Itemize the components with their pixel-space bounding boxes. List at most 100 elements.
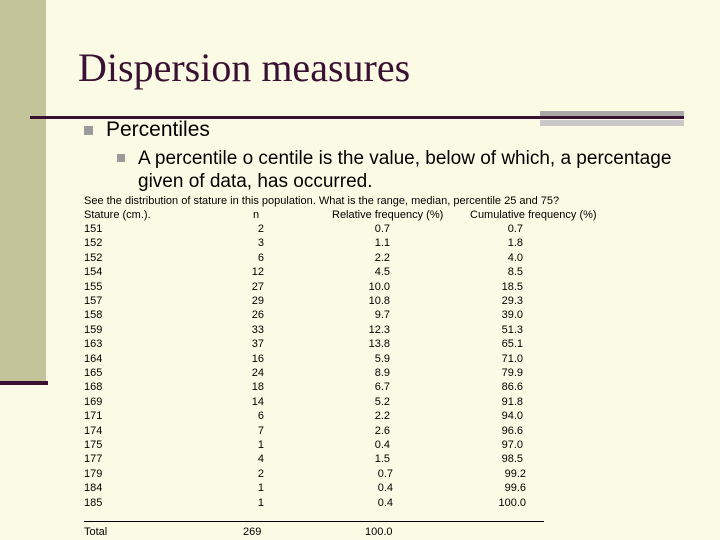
cell-relative: 0.4	[377, 482, 393, 495]
cell-n: 6	[257, 410, 264, 423]
cell-relative: 10.8	[368, 295, 390, 307]
cell-cumulative: 18.5	[501, 280, 523, 293]
cell-relative: 2.2	[374, 410, 390, 423]
table-row: 159 33 12.3 51.3	[0, 324, 720, 338]
title-rule	[30, 116, 684, 119]
cell-n: 27	[251, 280, 264, 293]
cell-cumulative: 99.6	[504, 482, 526, 495]
cell-stature: 175	[84, 439, 103, 451]
table-row: 185 1 0.4 100.0	[0, 497, 720, 511]
cell-stature: 168	[84, 381, 103, 394]
cell-cumulative: 4.0	[507, 251, 523, 264]
cell-stature: 158	[84, 309, 103, 322]
total-label: Total	[84, 526, 108, 538]
total-row: Total 269 100.0	[0, 526, 720, 540]
cell-n: 3	[257, 237, 264, 250]
cell-n: 18	[251, 381, 264, 394]
cell-relative: 5.2	[374, 395, 390, 408]
left-accent-bar	[0, 0, 46, 383]
total-divider	[84, 521, 544, 522]
total-relative: 100.0	[365, 526, 393, 538]
table-row: 169 14 5.2 91.8	[0, 396, 720, 410]
title-rule-accent-lower	[540, 120, 684, 126]
cell-stature: 159	[84, 323, 103, 336]
cell-stature: 185	[84, 496, 103, 509]
cell-cumulative: 39.0	[501, 309, 523, 322]
cell-relative: 0.4	[374, 439, 390, 451]
table-row: 177 4 1.5 98.5	[0, 453, 720, 467]
cell-relative: 2.6	[374, 424, 390, 437]
cell-cumulative: 94.0	[501, 410, 523, 423]
header-cumulative-frequency: Cumulative frequency (%)	[470, 209, 597, 221]
cell-relative: 0.7	[377, 467, 393, 480]
cell-n: 24	[251, 367, 264, 379]
cell-cumulative: 96.6	[501, 424, 523, 437]
table-row: 152 6 2.2 4.0	[0, 252, 720, 266]
cell-cumulative: 97.0	[501, 439, 523, 451]
table-row: 155 27 10.0 18.5	[0, 281, 720, 295]
cell-stature: 164	[84, 352, 103, 365]
table-row: 154 12 4.5 8.5	[0, 266, 720, 280]
cell-n: 1	[257, 496, 264, 509]
cell-cumulative: 29.3	[501, 295, 523, 307]
cell-n: 14	[251, 395, 264, 408]
cell-stature: 163	[84, 338, 103, 351]
table-row: 151 2 0.7 0.7	[0, 223, 720, 237]
cell-stature: 152	[84, 251, 103, 264]
cell-stature: 152	[84, 237, 103, 250]
cell-n: 7	[257, 424, 264, 437]
table-row: 165 24 8.9 79.9	[0, 367, 720, 381]
cell-stature: 184	[84, 482, 103, 495]
cell-relative: 0.7	[374, 223, 390, 235]
cell-relative: 6.7	[374, 381, 390, 394]
bullet-square-icon	[84, 126, 93, 135]
cell-cumulative: 91.8	[501, 395, 523, 408]
cell-cumulative: 65.1	[501, 338, 523, 351]
cell-relative: 1.5	[374, 453, 390, 466]
cell-n: 1	[257, 439, 264, 451]
cell-stature: 157	[84, 295, 103, 307]
cell-relative: 9.7	[374, 309, 390, 322]
cell-cumulative: 100.0	[498, 496, 526, 509]
cell-relative: 13.8	[368, 338, 390, 351]
table-row: 175 1 0.4 97.0	[0, 439, 720, 453]
bullet-definition: A percentile o centile is the value, bel…	[138, 148, 672, 192]
cell-relative: 4.5	[374, 266, 390, 279]
cell-cumulative: 71.0	[501, 352, 523, 365]
cell-n: 33	[251, 323, 264, 336]
cell-stature: 177	[84, 453, 103, 466]
cell-cumulative: 79.9	[501, 367, 523, 379]
left-accent-edge	[0, 381, 48, 385]
slide-title: Dispersion measures	[78, 45, 411, 90]
cell-cumulative: 98.5	[501, 453, 523, 466]
cell-cumulative: 8.5	[507, 266, 523, 279]
cell-n: 26	[251, 309, 264, 322]
cell-stature: 165	[84, 367, 103, 379]
cell-n: 37	[251, 338, 264, 351]
table-row: 158 26 9.7 39.0	[0, 309, 720, 323]
cell-relative: 1.1	[374, 237, 390, 250]
cell-n: 29	[251, 295, 264, 307]
header-stature: Stature (cm.).	[84, 209, 151, 221]
cell-stature: 169	[84, 395, 103, 408]
cell-cumulative: 0.7	[507, 223, 523, 235]
cell-stature: 155	[84, 280, 103, 293]
total-n: 269	[243, 526, 262, 538]
cell-n: 2	[257, 223, 264, 235]
cell-cumulative: 86.6	[501, 381, 523, 394]
cell-relative: 2.2	[374, 251, 390, 264]
table-row: 157 29 10.8 29.3	[0, 295, 720, 309]
cell-relative: 10.0	[368, 280, 390, 293]
cell-n: 16	[251, 352, 264, 365]
cell-n: 12	[251, 266, 264, 279]
cell-cumulative: 99.2	[504, 467, 526, 480]
header-relative-frequency: Relative frequency (%)	[332, 209, 444, 221]
table-row: 164 16 5.9 71.0	[0, 353, 720, 367]
cell-relative: 0.4	[377, 496, 393, 509]
table-row: 179 2 0.7 99.2	[0, 468, 720, 482]
cell-cumulative: 51.3	[501, 323, 523, 336]
table-intro: See the distribution of stature in this …	[84, 195, 560, 207]
cell-stature: 179	[84, 467, 103, 480]
table-row: 152 3 1.1 1.8	[0, 237, 720, 251]
cell-stature: 151	[84, 223, 103, 235]
